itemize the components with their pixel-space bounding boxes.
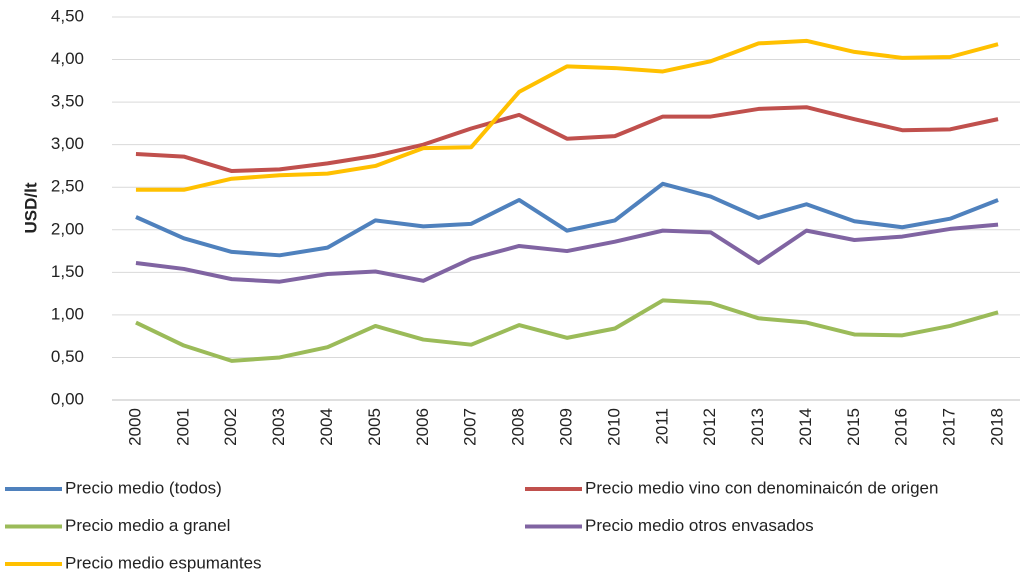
y-tick-label: 1,00 bbox=[51, 304, 84, 323]
x-tick-label: 2008 bbox=[509, 408, 528, 446]
series-line bbox=[135, 38, 999, 192]
y-tick-label: 1,50 bbox=[51, 262, 84, 281]
x-tick-label: 2015 bbox=[844, 408, 863, 446]
y-tick-label: 3,50 bbox=[51, 92, 84, 111]
x-tick-label: 2007 bbox=[461, 408, 480, 446]
x-tick-label: 2009 bbox=[556, 408, 575, 446]
series-line bbox=[135, 222, 999, 284]
legend-label: Precio medio vino con denominaicón de or… bbox=[585, 478, 938, 497]
y-axis-label: USD/lt bbox=[21, 182, 40, 233]
series-line bbox=[135, 105, 999, 174]
series-line bbox=[135, 298, 999, 363]
x-tick-label: 2004 bbox=[317, 408, 336, 446]
legend-label: Precio medio espumantes bbox=[65, 553, 262, 572]
x-tick-label: 2017 bbox=[940, 408, 959, 446]
y-tick-label: 3,00 bbox=[51, 134, 84, 153]
y-tick-label: 4,00 bbox=[51, 49, 84, 68]
x-tick-label: 2006 bbox=[413, 408, 432, 446]
y-tick-label: 0,00 bbox=[51, 389, 84, 408]
x-tick-label: 2002 bbox=[221, 408, 240, 446]
x-tick-label: 2010 bbox=[604, 408, 623, 446]
x-tick-label: 2014 bbox=[796, 408, 815, 446]
x-tick-label: 2011 bbox=[652, 408, 671, 445]
x-tick-label: 2005 bbox=[365, 408, 384, 446]
y-tick-label: 2,00 bbox=[51, 219, 84, 238]
x-tick-label: 2016 bbox=[892, 408, 911, 446]
x-tick-label: 2013 bbox=[748, 408, 767, 446]
x-tick-label: 2018 bbox=[988, 408, 1007, 446]
y-tick-label: 4,50 bbox=[51, 6, 84, 25]
x-tick-label: 2012 bbox=[700, 408, 719, 446]
x-tick-label: 2001 bbox=[173, 408, 192, 446]
legend-label: Precio medio otros envasados bbox=[585, 516, 814, 535]
x-tick-label: 2000 bbox=[125, 408, 144, 446]
y-tick-label: 2,50 bbox=[51, 177, 84, 196]
y-tick-label: 0,50 bbox=[51, 347, 84, 366]
legend-label: Precio medio (todos) bbox=[65, 478, 222, 497]
legend-label: Precio medio a granel bbox=[65, 516, 230, 535]
series-line bbox=[135, 181, 999, 258]
x-tick-label: 2003 bbox=[269, 408, 288, 446]
